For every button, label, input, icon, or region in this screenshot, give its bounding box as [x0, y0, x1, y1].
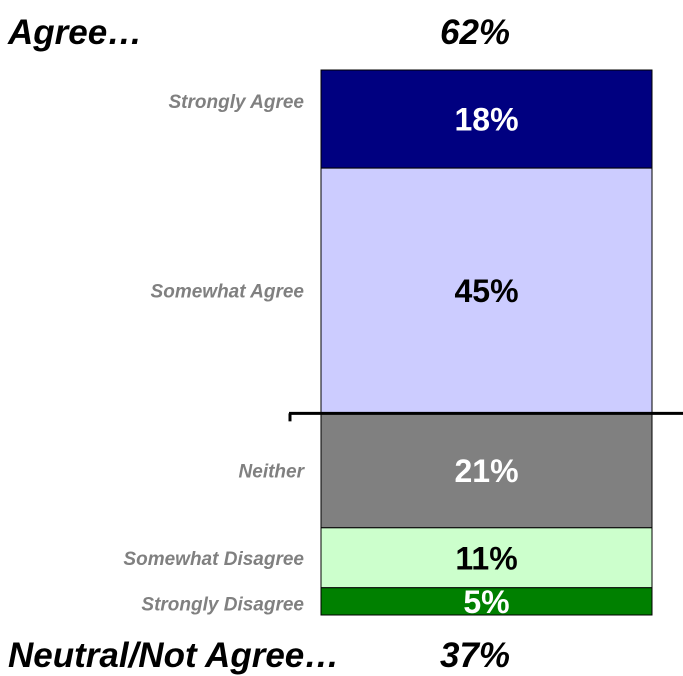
agree-group-label: Agree… — [7, 13, 142, 52]
category-label-somewhat-disagree: Somewhat Disagree — [123, 549, 304, 570]
category-label-strongly-disagree: Strongly Disagree — [141, 594, 304, 615]
value-label-somewhat-agree: 45% — [454, 273, 518, 309]
category-label-somewhat-agree: Somewhat Agree — [151, 282, 305, 303]
bar-segment-strongly-agree — [320, 69, 653, 169]
value-label-strongly-disagree: 5% — [463, 584, 509, 620]
agree-group-total: 62% — [440, 13, 510, 52]
not-agree-group-label: Neutral/Not Agree… — [8, 636, 339, 675]
bar-segment-somewhat-disagree — [320, 527, 653, 589]
category-label-neither: Neither — [239, 462, 306, 483]
category-label-strongly-agree: Strongly Agree — [169, 92, 305, 113]
value-label-somewhat-disagree: 11% — [455, 540, 517, 576]
value-label-strongly-agree: 18% — [454, 102, 518, 138]
not-agree-group-total: 37% — [440, 636, 510, 675]
value-labels: 18% 45% 21% 11% 5% — [454, 102, 518, 620]
value-label-neither: 21% — [454, 453, 518, 489]
bar-segments — [320, 69, 653, 616]
category-labels: Strongly Agree Somewhat Agree Neither Somew… — [123, 92, 305, 615]
bar-segment-somewhat-agree — [320, 167, 653, 414]
bar-segment-strongly-disagree — [320, 587, 653, 616]
